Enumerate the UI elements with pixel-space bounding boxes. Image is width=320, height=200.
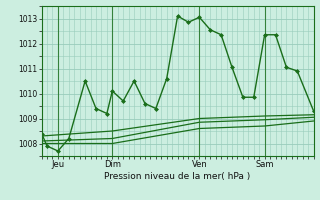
X-axis label: Pression niveau de la mer( hPa ): Pression niveau de la mer( hPa ) bbox=[104, 172, 251, 181]
